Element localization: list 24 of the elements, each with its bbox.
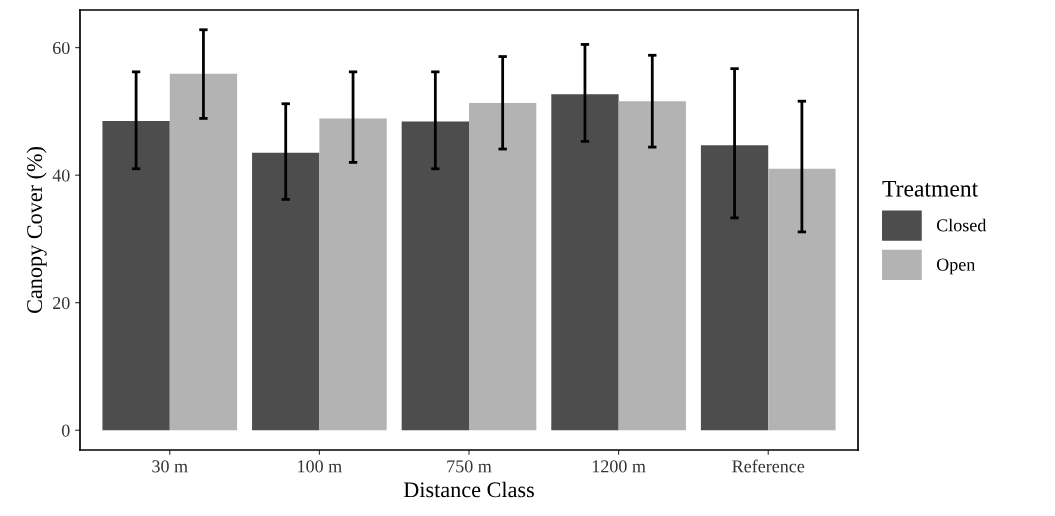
x-tick-label: 100 m bbox=[298, 460, 342, 473]
legend-label: Closed bbox=[936, 218, 987, 232]
x-tick-label: 1200 m bbox=[592, 460, 646, 473]
legend-title: Treatment bbox=[882, 180, 979, 197]
bar bbox=[768, 168, 836, 431]
y-tick-label: 60 bbox=[53, 41, 70, 55]
x-tick-label: 750 m bbox=[447, 460, 492, 473]
bar bbox=[169, 73, 238, 431]
x-axis-title: Distance Class bbox=[403, 481, 534, 498]
legend-label: Open bbox=[936, 258, 976, 275]
y-tick-label: 0 bbox=[61, 424, 70, 437]
bar bbox=[401, 121, 469, 431]
bar bbox=[551, 94, 619, 431]
bar bbox=[252, 152, 320, 431]
bar bbox=[469, 103, 537, 431]
y-tick-label: 20 bbox=[53, 296, 70, 310]
x-tick-label: 30 m bbox=[152, 460, 188, 473]
bar bbox=[102, 120, 170, 431]
bar bbox=[618, 101, 686, 431]
bar bbox=[319, 118, 387, 431]
y-axis-title: Canopy Cover (%) bbox=[26, 147, 47, 314]
bar bbox=[700, 145, 769, 431]
y-tick-label: 40 bbox=[52, 169, 70, 182]
x-tick-label: Reference bbox=[732, 459, 805, 473]
